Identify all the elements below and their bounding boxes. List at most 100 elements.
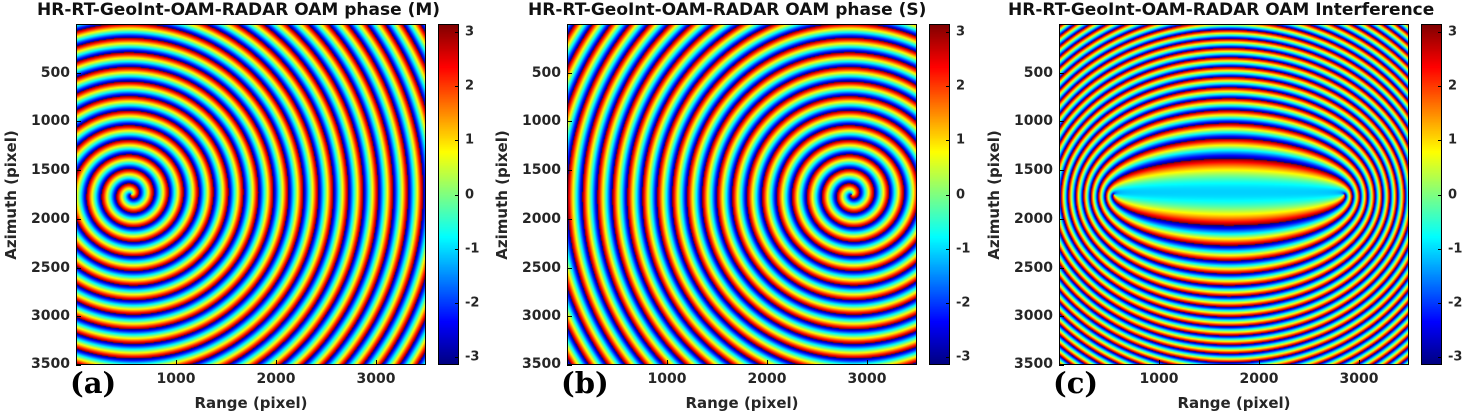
y-tick-mark	[567, 218, 572, 220]
colorbar-tick-label: 1	[1448, 132, 1458, 148]
y-tick-mark	[1059, 365, 1064, 366]
colorbar-tick-mark	[1438, 303, 1442, 305]
x-tick-mark	[667, 360, 668, 365]
colorbar-tick-label: -3	[465, 349, 480, 365]
colorbar-tick-mark	[455, 357, 459, 359]
y-tick-label: 1500	[31, 162, 70, 179]
colorbar-tick-mark	[455, 140, 459, 142]
y-tick-mark	[567, 316, 572, 318]
y-tick-mark	[1059, 316, 1064, 318]
y-tick-label: 1500	[522, 162, 561, 179]
colorbar-tick-label: -1	[956, 241, 971, 257]
colorbar-tick-mark	[946, 85, 950, 87]
panel-label: (b)	[561, 366, 609, 400]
y-tick-label: 1500	[1014, 162, 1053, 179]
chart-title: HR-RT-GeoInt-OAM-RADAR OAM phase (M)	[37, 0, 441, 20]
y-tick-label: 1000	[1014, 113, 1053, 130]
chart-title: HR-RT-GeoInt-OAM-RADAR OAM Interference	[1008, 0, 1435, 20]
x-tick-label: 2000	[747, 371, 787, 387]
colorbar-tick-mark	[455, 85, 459, 87]
colorbar-tick-label: 3	[1448, 24, 1458, 40]
x-tick-label: 2000	[256, 371, 296, 387]
x-axis-label: Range (pixel)	[685, 394, 799, 412]
colorbar-tick-mark	[946, 357, 950, 359]
colorbar-tick-label: 1	[956, 132, 966, 148]
colorbar-tick-label: 3	[465, 24, 475, 40]
y-tick-mark	[567, 365, 572, 366]
colorbar-tick-mark	[455, 194, 459, 196]
colorbar-tick-label: 2	[956, 78, 966, 94]
y-tick-label: 1000	[522, 113, 561, 130]
x-tick-label: 3000	[1339, 371, 1379, 387]
y-tick-label: 2500	[31, 259, 70, 276]
y-tick-mark	[567, 72, 572, 74]
y-tick-label: 500	[1023, 64, 1053, 81]
x-tick-label: 3000	[847, 371, 887, 387]
colorbar-tick-mark	[1438, 194, 1442, 196]
colorbar-tick-label: -2	[1448, 295, 1463, 311]
y-axis-label: Azimuth (pixel)	[985, 129, 1003, 260]
colorbar-tick-label: -2	[956, 295, 971, 311]
y-tick-label: 500	[40, 64, 70, 81]
colorbar	[438, 24, 459, 365]
x-axis-label: Range (pixel)	[194, 394, 308, 412]
y-tick-label: 2500	[522, 259, 561, 276]
colorbar-tick-mark	[455, 248, 459, 250]
colorbar-tick-mark	[1438, 85, 1442, 87]
x-tick-mark	[1259, 360, 1260, 365]
x-tick-label: 3000	[356, 371, 396, 387]
colorbar-tick-mark	[1438, 140, 1442, 142]
y-tick-mark	[1059, 72, 1064, 74]
y-tick-mark	[76, 365, 81, 366]
panel-label: (c)	[1053, 366, 1099, 400]
colorbar-tick-label: 2	[465, 78, 475, 94]
colorbar-tick-mark	[455, 31, 459, 33]
y-tick-mark	[1059, 170, 1064, 172]
chart-title: HR-RT-GeoInt-OAM-RADAR OAM phase (S)	[528, 0, 927, 20]
colorbar-tick-mark	[1438, 248, 1442, 250]
heatmap-image	[76, 24, 426, 365]
x-tick-label: 1000	[1139, 371, 1179, 387]
y-tick-mark	[76, 316, 81, 318]
colorbar-tick-label: 2	[1448, 78, 1458, 94]
y-tick-mark	[1059, 218, 1064, 220]
y-tick-label: 3500	[31, 356, 70, 372]
x-tick-mark	[767, 360, 768, 365]
y-tick-mark	[76, 170, 81, 172]
x-tick-label: 1000	[647, 371, 687, 387]
heatmap-image	[567, 24, 917, 365]
y-tick-mark	[76, 121, 81, 123]
colorbar-tick-label: 0	[956, 187, 966, 202]
y-tick-label: 3000	[31, 308, 70, 325]
y-tick-label: 3000	[522, 308, 561, 325]
heatmap-image	[1059, 24, 1409, 365]
colorbar-tick-label: -1	[465, 241, 480, 257]
colorbar-tick-label: -1	[1448, 241, 1463, 257]
y-tick-label: 3500	[522, 356, 561, 372]
y-tick-mark	[76, 72, 81, 74]
y-tick-mark	[567, 267, 572, 269]
x-tick-label: 2000	[1239, 371, 1279, 387]
colorbar-tick-label: 0	[465, 187, 475, 202]
y-tick-label: 1000	[31, 113, 70, 130]
y-tick-mark	[567, 170, 572, 172]
colorbar-tick-mark	[1438, 31, 1442, 33]
colorbar	[1421, 24, 1442, 365]
colorbar-tick-mark	[455, 303, 459, 305]
y-tick-mark	[1059, 121, 1064, 123]
y-tick-label: 2000	[522, 210, 561, 227]
y-tick-mark	[1059, 267, 1064, 269]
colorbar-tick-label: 1	[465, 132, 475, 148]
x-tick-label: 1000	[156, 371, 196, 387]
y-tick-label: 2000	[1014, 210, 1053, 227]
y-tick-label: 500	[531, 64, 561, 81]
y-tick-label: 2000	[31, 210, 70, 227]
colorbar-tick-mark	[946, 303, 950, 305]
colorbar	[929, 24, 950, 365]
colorbar-tick-label: -3	[1448, 349, 1463, 365]
x-tick-mark	[376, 360, 377, 365]
colorbar-tick-mark	[946, 31, 950, 33]
colorbar-tick-mark	[946, 248, 950, 250]
